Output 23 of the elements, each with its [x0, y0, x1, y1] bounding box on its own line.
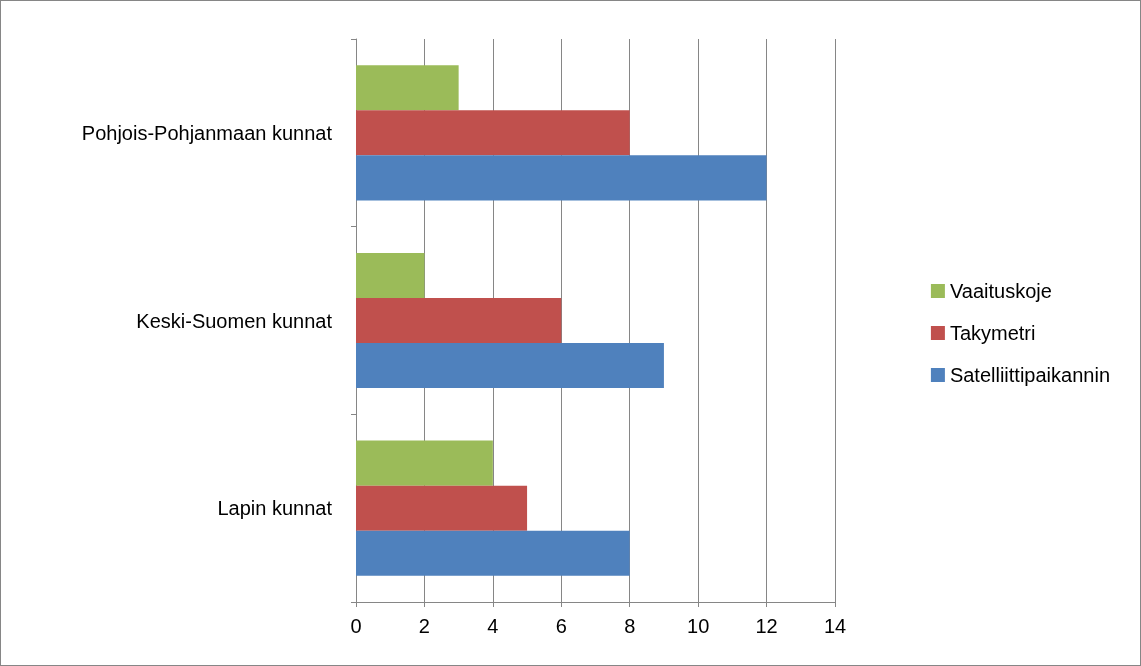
legend-label: Satelliittipaikannin	[949, 364, 1111, 386]
bar	[356, 252, 425, 298]
x-tick-label: 10	[687, 615, 710, 637]
bar	[356, 485, 528, 531]
legend-label: Takymetri	[949, 322, 1036, 344]
x-tick-label: 0	[350, 615, 362, 637]
bar	[356, 297, 562, 344]
x-tick-label: 14	[823, 615, 847, 637]
bar	[356, 343, 664, 389]
legend-label: Vaaituskoje	[949, 280, 1052, 302]
y-tick-label: Pohjois-Pohjanmaan kunnat	[81, 121, 333, 144]
bar	[356, 110, 630, 156]
x-tick-label: 6	[555, 615, 567, 637]
y-tick-label: Lapin kunnat	[217, 497, 333, 520]
bar	[356, 65, 459, 111]
bar	[356, 155, 767, 201]
y-tick-label: Keski-Suomen kunnat	[136, 309, 333, 332]
x-tick-label: 12	[755, 615, 778, 637]
x-tick-label: 2	[418, 615, 430, 637]
bar	[356, 530, 630, 576]
x-tick-label: 4	[487, 615, 499, 637]
x-tick-label: 8	[624, 615, 636, 637]
bar	[356, 440, 493, 486]
